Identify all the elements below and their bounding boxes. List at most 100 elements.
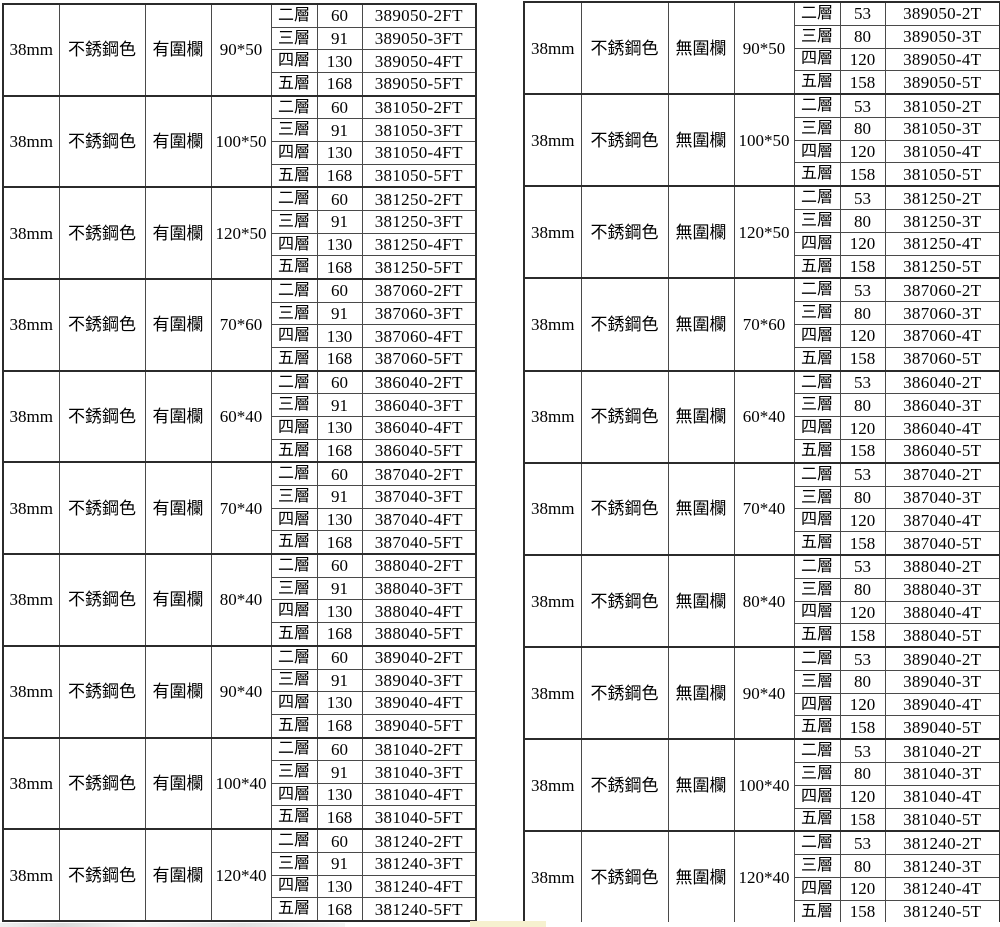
tier-label-cell: 四層 (270, 49, 318, 73)
table-row: 38mm 不銹鋼色 有圍欄 70*60 二層 60 387060-2FT (2, 278, 477, 372)
table-row: 四層 130 387040-4FT (3, 507, 477, 532)
product-code-cell: 381050-5T (884, 162, 1000, 187)
color-finish-cell: 不銹鋼色 (580, 461, 669, 556)
price-cell: 158 (839, 70, 886, 95)
rail-type-cell: 無圍欄 (667, 553, 735, 648)
price-cell: 53 (839, 830, 886, 856)
price-cell: 60 (316, 644, 363, 670)
dimensions-cell: 80*40 (733, 553, 795, 648)
product-code-cell: 386040-4FT (361, 416, 477, 440)
price-cell: 130 (316, 141, 363, 165)
table-row: 五層 168 381250-5FT (3, 255, 477, 280)
product-code-cell: 389050-5FT (361, 71, 477, 97)
dimensions-cell: 120*50 (733, 185, 795, 279)
table-row: 三層 80 387060-3T (524, 301, 1000, 326)
color-finish-cell: 不銹鋼色 (58, 461, 146, 555)
table-row: 三層 80 386040-3T (524, 393, 1000, 418)
tier-label-cell: 四層 (270, 507, 318, 532)
price-cell: 60 (316, 2, 363, 28)
product-code-cell: 387040-4T (884, 508, 1000, 533)
table-row: 三層 80 388040-3T (524, 577, 1000, 602)
product-code-cell: 389040-4T (884, 692, 1000, 717)
tier-label-cell: 五層 (793, 254, 841, 279)
price-cell: 91 (316, 393, 363, 418)
price-cell: 60 (316, 736, 363, 762)
tier-label-cell: 三層 (793, 577, 841, 602)
dimensions-cell: 60*40 (210, 369, 272, 463)
tier-label-cell: 四層 (793, 876, 841, 901)
dimensions-cell: 90*40 (210, 644, 272, 738)
product-code-cell: 389050-4T (884, 47, 1000, 72)
tier-label-cell: 五層 (270, 255, 318, 280)
product-code-cell: 389050-5T (884, 70, 1000, 95)
tier-label-cell: 五層 (793, 438, 841, 464)
tier-label-cell: 五層 (270, 347, 318, 372)
tube-size-cell: 38mm (2, 94, 60, 188)
table-row: 38mm 不銹鋼色 有圍欄 100*40 二層 60 381040-2FT (2, 736, 477, 830)
price-cell: 168 (316, 163, 363, 188)
price-cell: 158 (839, 899, 886, 925)
tier-label-cell: 三層 (270, 26, 318, 51)
color-finish-cell: 不銹鋼色 (580, 646, 669, 740)
tier-label-cell: 二層 (793, 93, 841, 119)
table-row: 五層 168 381240-5FT (3, 897, 477, 922)
price-cell: 60 (316, 828, 363, 853)
product-code-cell: 381040-3T (884, 762, 1000, 786)
tier-label-cell: 二層 (270, 2, 318, 28)
product-code-cell: 388040-5FT (361, 622, 477, 647)
price-cell: 91 (316, 210, 363, 234)
color-finish-cell: 不銹鋼色 (580, 185, 669, 279)
price-cell: 91 (316, 851, 363, 876)
product-code-cell: 387040-3FT (361, 485, 477, 509)
color-finish-cell: 不銹鋼色 (58, 186, 146, 280)
product-code-cell: 389040-2FT (361, 644, 477, 670)
tier-label-cell: 二層 (270, 94, 318, 120)
tier-label-cell: 五層 (270, 530, 318, 555)
price-cell: 120 (839, 876, 886, 901)
price-cell: 120 (839, 600, 886, 625)
table-row: 四層 120 381240-4T (524, 876, 1000, 901)
rail-type-cell: 有圍欄 (144, 644, 212, 738)
tier-label-cell: 三層 (270, 668, 318, 693)
price-cell: 120 (839, 784, 886, 809)
tube-size-cell: 38mm (523, 369, 582, 464)
price-cell: 158 (839, 162, 886, 187)
table-row: 四層 120 388040-4T (524, 600, 1000, 625)
table-row: 38mm 不銹鋼色 有圍欄 120*50 二層 60 381250-2FT (2, 186, 477, 280)
tube-size-cell: 38mm (523, 553, 582, 648)
price-table-without-rail: 38mm 不銹鋼色 無圍欄 90*50 二層 53 389050-2T 三層 80 389050-… (523, 0, 1000, 925)
table-row: 38mm 不銹鋼色 無圍欄 120*40 二層 53 381240-2T (523, 830, 1000, 925)
tier-label-cell: 二層 (270, 461, 318, 487)
table-row: 四層 130 388040-4FT (3, 599, 477, 624)
product-code-cell: 387060-3FT (361, 301, 477, 326)
table-row: 38mm 不銹鋼色 有圍欄 80*40 二層 60 388040-2FT (2, 553, 477, 647)
price-cell: 168 (316, 897, 363, 922)
product-code-cell: 386040-2T (884, 369, 1000, 395)
tier-label-cell: 五層 (793, 807, 841, 832)
price-cell: 80 (839, 117, 886, 141)
table-row: 四層 130 381240-4FT (3, 874, 477, 899)
tier-label-cell: 三層 (270, 118, 318, 143)
price-cell: 53 (839, 0, 886, 26)
product-code-cell: 381240-2T (884, 830, 1000, 856)
color-finish-cell: 不銹鋼色 (580, 0, 669, 95)
tube-size-cell: 38mm (523, 185, 582, 279)
price-cell: 53 (839, 185, 886, 211)
product-code-cell: 389050-2T (884, 0, 1000, 26)
tube-size-cell: 38mm (2, 828, 60, 922)
price-cell: 53 (839, 369, 886, 395)
product-code-cell: 381250-4FT (361, 232, 477, 257)
table-row: 38mm 不銹鋼色 無圍欄 100*50 二層 53 381050-2T (523, 93, 1000, 187)
tier-label-cell: 四層 (793, 416, 841, 440)
tier-label-cell: 二層 (793, 461, 841, 487)
tube-size-cell: 38mm (523, 738, 582, 832)
dimensions-cell: 70*60 (733, 277, 795, 372)
price-cell: 168 (316, 255, 363, 280)
color-finish-cell: 不銹鋼色 (58, 94, 146, 188)
tier-label-cell: 二層 (270, 828, 318, 853)
tier-label-cell: 四層 (793, 139, 841, 164)
price-cell: 130 (316, 49, 363, 73)
product-code-cell: 387040-5T (884, 531, 1000, 556)
product-code-cell: 381040-2T (884, 738, 1000, 764)
color-finish-cell: 不銹鋼色 (58, 369, 146, 463)
